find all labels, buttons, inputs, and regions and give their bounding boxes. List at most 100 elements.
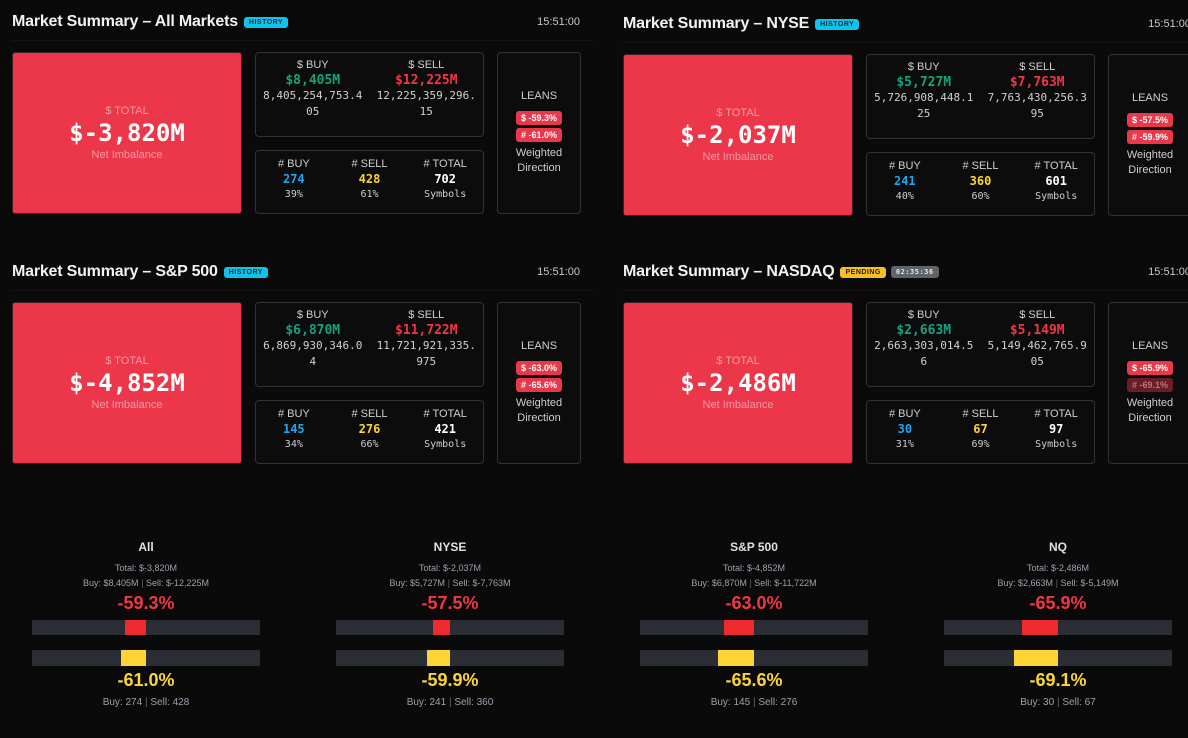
buy-raw: 5,726,908,448.125 xyxy=(874,91,974,120)
money-card: $ BUY $5,727M 5,726,908,448.125 $ SELL $… xyxy=(866,54,1095,139)
gauge-column: NYSE Total: $-2,037M Buy: $5,727M | Sell… xyxy=(336,540,564,708)
count-bar-fill xyxy=(1014,650,1058,666)
buy-value: $8,405M xyxy=(285,73,341,88)
count-sell-label: # SELL xyxy=(351,158,388,170)
gauge-sell: Sell: $-12,225M xyxy=(145,578,209,588)
buy-label: $ BUY xyxy=(296,59,329,71)
symbols-label: Symbols xyxy=(424,189,467,200)
direction-label: Direction xyxy=(1128,164,1172,176)
buy-label: $ BUY xyxy=(907,309,940,321)
market-summary-panel: Market Summary – All Markets HISTORY 15:… xyxy=(0,0,594,240)
net-imbalance-label: Net Imbalance xyxy=(702,151,774,163)
money-card: $ BUY $8,405M 8,405,254,753.405 $ SELL $… xyxy=(255,52,484,137)
count-buy: 30 xyxy=(897,422,913,436)
count-buy-pct: 40% xyxy=(895,191,914,202)
count-sell-pct: 61% xyxy=(360,189,379,200)
count-sell-label: # SELL xyxy=(962,160,999,172)
count-buy-label: # BUY xyxy=(277,158,310,170)
sell-label: $ SELL xyxy=(408,309,445,321)
panel-header: Market Summary – NASDAQ PENDING 02:35:36… xyxy=(623,260,1188,284)
money-pct: -65.9% xyxy=(1029,593,1087,613)
count-total-label: # TOTAL xyxy=(1034,160,1078,172)
market-summary-panel: Market Summary – NASDAQ PENDING 02:35:36… xyxy=(611,250,1188,490)
count-buy-label: # BUY xyxy=(888,408,921,420)
total-label: $ TOTAL xyxy=(105,355,149,367)
panel-time: 15:51:00 xyxy=(1148,18,1188,30)
gauge-title: NYSE xyxy=(433,540,467,554)
money-card: $ BUY $2,663M 2,663,303,014.56 $ SELL $5… xyxy=(866,302,1095,387)
gauge-buy: Buy: $5,727M xyxy=(389,578,446,588)
count-sell-pct: 66% xyxy=(360,439,379,450)
lean-money-pill: $ -59.3% xyxy=(515,111,563,125)
total-label: $ TOTAL xyxy=(105,105,149,117)
panel-title: Market Summary – NYSE xyxy=(623,15,810,32)
count-sell: 428 xyxy=(358,172,381,186)
total-card: $ TOTAL $-2,037M Net Imbalance xyxy=(623,54,853,216)
status-badge: PENDING xyxy=(840,266,886,278)
count-sell-label: # SELL xyxy=(962,408,999,420)
panel-title: Market Summary – All Markets xyxy=(12,13,238,30)
count-sell: 276 xyxy=(358,422,381,436)
divider xyxy=(12,290,594,291)
gauge-title: All xyxy=(138,540,154,554)
money-pct: -59.3% xyxy=(117,593,175,613)
countdown-badge: 02:35:36 xyxy=(890,266,939,278)
count-buy-pct: 39% xyxy=(284,189,303,200)
sell-label: $ SELL xyxy=(1019,61,1056,73)
lean-money-pill: $ -57.5% xyxy=(1126,113,1174,127)
market-summary-panel: Market Summary – S&P 500 HISTORY 15:51:0… xyxy=(0,250,594,490)
count-total: 421 xyxy=(434,422,457,436)
total-value: $-4,852M xyxy=(69,369,185,397)
divider xyxy=(623,290,1188,291)
lean-count-pill: # -69.1% xyxy=(1126,378,1174,392)
count-total: 601 xyxy=(1045,174,1068,188)
count-sell-label: # SELL xyxy=(351,408,388,420)
count-total-label: # TOTAL xyxy=(423,158,467,170)
gauge-total: Total: $-4,852M xyxy=(722,563,786,573)
direction-label: Direction xyxy=(1128,412,1172,424)
gauge-buy: Buy: $6,870M xyxy=(691,578,747,588)
count-pct: -61.0% xyxy=(117,670,175,690)
sell-raw: 12,225,359,296.15 xyxy=(376,89,476,118)
gauge-count-buy: Buy: 30 xyxy=(1020,697,1055,708)
count-total-label: # TOTAL xyxy=(1034,408,1078,420)
money-pct: -57.5% xyxy=(421,593,479,613)
panel-time: 15:51:00 xyxy=(1148,266,1188,278)
count-card: # BUY 241 40% # SELL 360 60% # TOTAL 601… xyxy=(866,152,1095,216)
buy-value: $2,663M xyxy=(896,323,952,338)
gauge-count-buy: Buy: 145 xyxy=(710,697,751,708)
buy-label: $ BUY xyxy=(296,309,329,321)
gauge-count-sell: Sell: 67 xyxy=(1062,697,1096,708)
gauge-sell: Sell: $-11,722M xyxy=(754,578,817,588)
panel-time: 15:51:00 xyxy=(537,266,580,278)
status-badge: HISTORY xyxy=(223,266,268,278)
sell-value: $5,149M xyxy=(1009,323,1065,338)
buy-value: $6,870M xyxy=(285,323,341,338)
count-buy: 241 xyxy=(893,174,916,188)
status-badge: HISTORY xyxy=(243,16,289,28)
count-total: 97 xyxy=(1048,422,1064,436)
count-total: 702 xyxy=(434,172,457,186)
weighted-label: Weighted xyxy=(1126,397,1174,409)
lean-money-pill: $ -63.0% xyxy=(515,361,563,375)
panel-time: 15:51:00 xyxy=(537,16,580,28)
count-bar xyxy=(32,650,260,666)
panel-title: Market Summary – S&P 500 xyxy=(12,263,218,280)
money-bar-fill xyxy=(724,620,754,635)
leans-card: LEANS $ -57.5% # -59.9% Weighted Directio… xyxy=(1108,54,1188,216)
total-value: $-2,037M xyxy=(680,121,796,149)
gauge-count-buy: Buy: 274 xyxy=(102,697,143,708)
leans-card: LEANS $ -59.3% # -61.0% Weighted Directio… xyxy=(497,52,581,214)
gauge-buy: Buy: $2,663M xyxy=(997,578,1054,588)
direction-label: Direction xyxy=(517,162,561,174)
total-card: $ TOTAL $-4,852M Net Imbalance xyxy=(12,302,242,464)
sell-raw: 5,149,462,765.905 xyxy=(987,339,1087,368)
sell-value: $11,722M xyxy=(394,323,458,338)
gauge-buy: Buy: $8,405M xyxy=(83,578,139,588)
count-sell-pct: 69% xyxy=(971,439,990,450)
leans-label: LEANS xyxy=(520,90,558,102)
weighted-label: Weighted xyxy=(1126,149,1174,161)
gauge-total: Total: $-2,037M xyxy=(418,563,482,573)
count-pct: -59.9% xyxy=(421,670,479,690)
count-buy-pct: 34% xyxy=(284,439,303,450)
